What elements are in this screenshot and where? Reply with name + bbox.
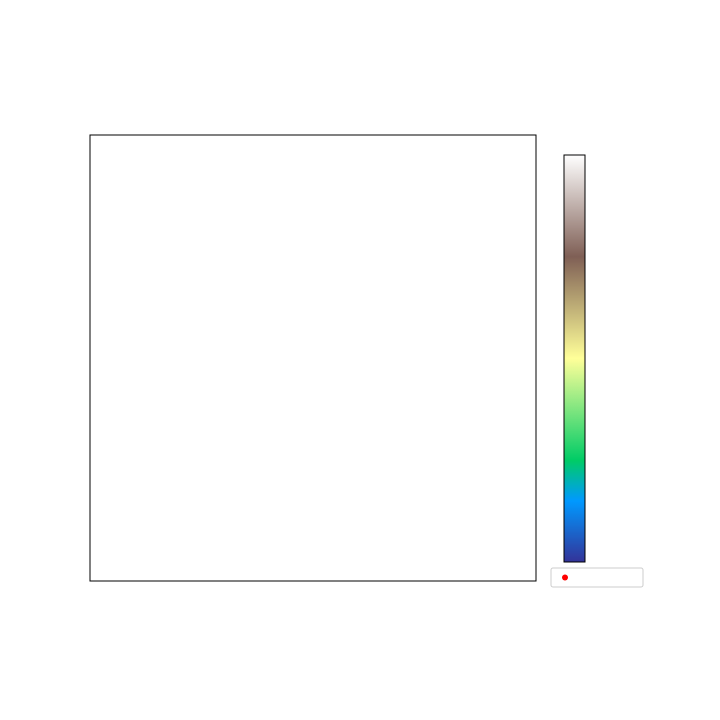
legend-marker-rain-gauge — [562, 574, 568, 581]
colorbar-gradient — [563, 154, 586, 563]
legend-box — [550, 567, 644, 588]
plot-frame — [89, 134, 537, 582]
colorbar — [563, 154, 586, 563]
legend — [550, 567, 644, 588]
